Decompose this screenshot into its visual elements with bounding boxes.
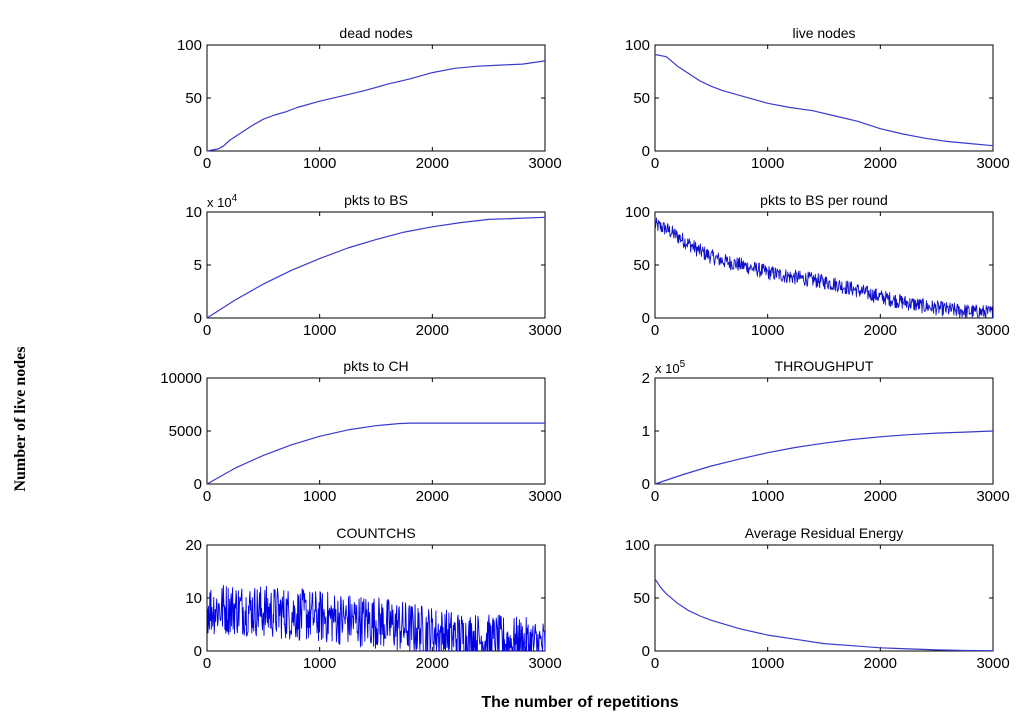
subplot-6: THROUGHPUT x 105 0 1000 2000 3000 0 1 2 <box>642 358 1010 505</box>
series-line <box>206 216 546 319</box>
x-tick-label: 1000 <box>751 155 784 172</box>
series-line <box>654 53 994 147</box>
subplot-title: COUNTCHS <box>336 525 415 541</box>
x-tick-label: 1000 <box>303 488 336 505</box>
y-tick-label: 0 <box>194 476 202 493</box>
x-tick-label: 1000 <box>751 655 784 672</box>
plot-area <box>206 211 546 319</box>
x-tick-label: 2000 <box>864 322 897 339</box>
y-tick-label: 100 <box>177 37 202 54</box>
y-tick-label: 0 <box>194 310 202 327</box>
x-tick-label: 2000 <box>864 488 897 505</box>
subplot-title: pkts to BS per round <box>760 192 888 208</box>
x-tick-label: 3000 <box>528 155 561 172</box>
y-tick-label: 100 <box>625 204 650 221</box>
plot-area <box>654 211 994 319</box>
y-tick-label: 0 <box>194 643 202 660</box>
y-tick-label: 0 <box>642 310 650 327</box>
x-tick-label: 1000 <box>751 322 784 339</box>
x-tick-label: 2000 <box>864 155 897 172</box>
axis-exponent-label: x 105 <box>655 359 686 376</box>
figure-x-axis-label: The number of repetitions <box>481 694 679 711</box>
subplot-title: THROUGHPUT <box>775 358 874 374</box>
x-tick-label: 3000 <box>528 655 561 672</box>
y-tick-label: 1 <box>642 423 650 440</box>
y-tick-label: 0 <box>642 143 650 160</box>
subplot-title: live nodes <box>792 25 855 41</box>
y-tick-label: 10000 <box>160 370 202 387</box>
y-tick-label: 50 <box>633 90 650 107</box>
y-tick-label: 0 <box>642 643 650 660</box>
y-tick-label: 0 <box>194 143 202 160</box>
subplot-5: pkts to CH 0 1000 2000 3000 0 5000 10000 <box>160 358 561 505</box>
series-line <box>654 578 994 652</box>
y-tick-label: 50 <box>633 257 650 274</box>
subplot-2: live nodes 0 1000 2000 3000 0 50 100 <box>625 25 1010 172</box>
y-tick-label: 5000 <box>169 423 202 440</box>
x-tick-label: 3000 <box>528 488 561 505</box>
x-tick-label: 2000 <box>416 655 449 672</box>
axis-exponent-power: 4 <box>232 193 238 204</box>
x-tick-label: 0 <box>203 155 211 172</box>
x-tick-label: 2000 <box>864 655 897 672</box>
y-tick-label: 50 <box>185 90 202 107</box>
x-tick-label: 0 <box>203 488 211 505</box>
y-tick-label: 0 <box>642 476 650 493</box>
x-tick-label: 2000 <box>416 488 449 505</box>
plot-area <box>654 544 994 652</box>
y-tick-label: 5 <box>194 257 202 274</box>
axis-exponent-label: x 104 <box>207 193 238 210</box>
x-tick-label: 2000 <box>416 155 449 172</box>
y-tick-label: 2 <box>642 370 650 387</box>
plot-area <box>206 44 546 152</box>
series-line <box>206 422 545 485</box>
x-tick-label: 3000 <box>528 322 561 339</box>
subplot-8: Average Residual Energy 0 1000 2000 3000 0 50 1… <box>625 525 1010 672</box>
x-tick-label: 3000 <box>976 155 1009 172</box>
x-tick-label: 2000 <box>416 322 449 339</box>
y-tick-label: 100 <box>625 37 650 54</box>
series-line <box>206 585 546 652</box>
y-tick-label: 50 <box>633 590 650 607</box>
x-tick-label: 1000 <box>751 488 784 505</box>
plot-area <box>206 377 546 485</box>
y-tick-label: 10 <box>185 590 202 607</box>
x-tick-label: 1000 <box>303 322 336 339</box>
axis-exponent-power: 5 <box>680 359 686 370</box>
x-tick-label: 0 <box>651 322 659 339</box>
subplot-title: pkts to CH <box>343 358 408 374</box>
x-tick-label: 0 <box>651 655 659 672</box>
plot-area <box>654 44 994 152</box>
x-tick-label: 0 <box>651 155 659 172</box>
subplot-1: dead nodes 0 1000 2000 3000 0 50 100 <box>177 25 562 172</box>
x-tick-label: 3000 <box>976 655 1009 672</box>
x-tick-label: 0 <box>651 488 659 505</box>
subplot-title: Average Residual Energy <box>745 525 904 541</box>
x-tick-label: 0 <box>203 322 211 339</box>
x-tick-label: 1000 <box>303 655 336 672</box>
subplot-title: dead nodes <box>339 25 412 41</box>
y-tick-label: 100 <box>625 537 650 554</box>
subplot-title: pkts to BS <box>344 192 408 208</box>
series-line <box>654 430 994 485</box>
y-tick-label: 20 <box>185 537 202 554</box>
subplot-3: pkts to BS x 104 0 1000 2000 3000 0 5 10 <box>185 192 561 339</box>
x-tick-label: 0 <box>203 655 211 672</box>
x-tick-label: 3000 <box>976 488 1009 505</box>
subplot-7: COUNTCHS 0 1000 2000 3000 0 10 20 <box>185 525 561 672</box>
subplot-4: pkts to BS per round 0 1000 2000 3000 0 50 100 <box>625 192 1010 339</box>
x-tick-label: 3000 <box>976 322 1009 339</box>
series-line <box>654 217 993 319</box>
x-tick-label: 1000 <box>303 155 336 172</box>
series-line <box>206 60 546 152</box>
figure-y-axis-label: Number of live nodes <box>12 346 29 492</box>
y-tick-label: 10 <box>185 204 202 221</box>
